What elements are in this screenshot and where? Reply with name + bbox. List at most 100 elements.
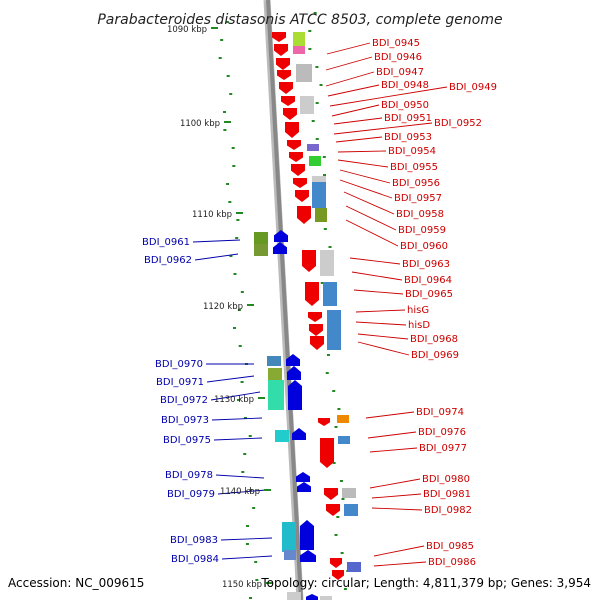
gc-content-dots bbox=[218, 12, 350, 599]
gene-feature-block bbox=[315, 208, 327, 222]
forward-gene-arrow bbox=[285, 122, 299, 138]
gene-label: BDI_0986 bbox=[428, 557, 476, 568]
gc-dot bbox=[223, 129, 227, 131]
gc-dot bbox=[341, 498, 345, 500]
scale-label: 1140 kbp bbox=[220, 487, 260, 497]
gene-label: hisD bbox=[408, 320, 430, 331]
gc-dot bbox=[334, 534, 338, 536]
gc-dot bbox=[243, 417, 247, 419]
gene-feature-block bbox=[312, 176, 326, 182]
forward-gene-arrow bbox=[332, 570, 344, 580]
gene-label: BDI_0978 bbox=[165, 470, 213, 481]
gc-dot bbox=[231, 147, 235, 149]
gene-label: BDI_0974 bbox=[416, 407, 464, 418]
leader-line bbox=[217, 489, 267, 495]
gc-dot bbox=[334, 426, 338, 428]
gc-dot bbox=[325, 372, 329, 374]
leader-line bbox=[335, 136, 383, 143]
leader-line bbox=[373, 561, 427, 567]
leader-line bbox=[192, 239, 241, 243]
leader-line bbox=[355, 321, 407, 326]
leader-line bbox=[369, 447, 418, 453]
scale-label: 1090 kbp bbox=[167, 25, 207, 35]
gene-label: BDI_0963 bbox=[402, 259, 450, 270]
leader-line bbox=[349, 257, 401, 265]
leader-line bbox=[351, 271, 403, 281]
scale-tick bbox=[247, 304, 254, 306]
gc-dot bbox=[237, 309, 241, 311]
leader-line bbox=[345, 219, 399, 247]
gc-dot bbox=[243, 453, 247, 455]
gene-feature-block bbox=[254, 232, 268, 244]
scale-tick bbox=[264, 489, 271, 491]
forward-gene-arrow bbox=[308, 312, 322, 322]
gene-feature-block bbox=[293, 46, 305, 54]
gc-dot bbox=[245, 543, 249, 545]
leader-line bbox=[353, 289, 404, 295]
gene-label: BDI_0976 bbox=[418, 427, 466, 438]
gene-label: BDI_0953 bbox=[384, 132, 432, 143]
leader-line bbox=[333, 117, 383, 125]
backbone-line bbox=[266, 0, 303, 600]
reverse-gene-arrow bbox=[300, 520, 314, 550]
gene-feature-block bbox=[327, 310, 341, 350]
leader-line bbox=[211, 417, 263, 421]
forward-gene-arrow bbox=[318, 418, 330, 426]
gene-label: BDI_0975 bbox=[163, 435, 211, 446]
gene-feature-block bbox=[337, 415, 349, 423]
leader-line bbox=[339, 169, 391, 184]
gene-label: BDI_0965 bbox=[405, 289, 453, 300]
gc-dot bbox=[232, 165, 236, 167]
gc-dot bbox=[236, 399, 240, 401]
reverse-gene-arrow bbox=[273, 242, 287, 254]
gene-feature-block bbox=[323, 282, 337, 306]
forward-gene-arrow bbox=[326, 504, 340, 516]
leader-line bbox=[355, 309, 406, 313]
leader-line bbox=[329, 86, 448, 107]
gc-dot bbox=[308, 30, 312, 32]
gc-dot bbox=[238, 345, 242, 347]
gc-dot bbox=[240, 381, 244, 383]
gc-dot bbox=[322, 174, 326, 176]
gene-label: BDI_0946 bbox=[374, 52, 422, 63]
leader-line bbox=[325, 56, 373, 71]
leader-line bbox=[206, 375, 255, 383]
gene-label: BDI_0945 bbox=[372, 38, 420, 49]
gene-feature-block bbox=[347, 562, 361, 572]
gc-dot bbox=[254, 561, 258, 563]
forward-gene-arrow bbox=[272, 32, 286, 42]
reverse-gene-arrow bbox=[306, 594, 318, 600]
gene-label: hisG bbox=[407, 305, 429, 316]
gene-label: BDI_0951 bbox=[384, 113, 432, 124]
forward-gene-arrow bbox=[291, 164, 305, 176]
gene-label: BDI_0959 bbox=[398, 225, 446, 236]
gene-feature-block bbox=[344, 504, 358, 516]
scale-tick bbox=[258, 397, 265, 399]
leader-line bbox=[221, 555, 273, 560]
gene-feature-block bbox=[268, 380, 284, 410]
reverse-gene-arrow bbox=[300, 550, 316, 562]
gc-dot bbox=[225, 21, 229, 23]
scale-tick bbox=[224, 121, 231, 123]
reverse-gene-arrow bbox=[296, 472, 310, 482]
gc-dot bbox=[240, 291, 244, 293]
scale-tick bbox=[266, 582, 273, 584]
gene-label: BDI_0979 bbox=[167, 489, 215, 500]
gc-dot bbox=[255, 579, 259, 581]
gene-label: BDI_0983 bbox=[170, 535, 218, 546]
leader-line bbox=[194, 253, 239, 261]
reverse-gene-arrow bbox=[286, 354, 300, 366]
leader-line bbox=[325, 71, 375, 87]
scale-tick bbox=[236, 212, 243, 214]
gene-label: BDI_0950 bbox=[381, 100, 429, 111]
gene-feature-block bbox=[293, 32, 305, 46]
leader-line bbox=[357, 341, 410, 356]
leader-line bbox=[331, 104, 380, 117]
forward-gene-arrow bbox=[309, 324, 323, 336]
reverse-gene-arrow bbox=[287, 366, 301, 380]
gc-dot bbox=[320, 282, 324, 284]
gene-feature-block bbox=[282, 522, 296, 552]
leader-line bbox=[369, 478, 421, 489]
gc-dot bbox=[343, 588, 347, 590]
